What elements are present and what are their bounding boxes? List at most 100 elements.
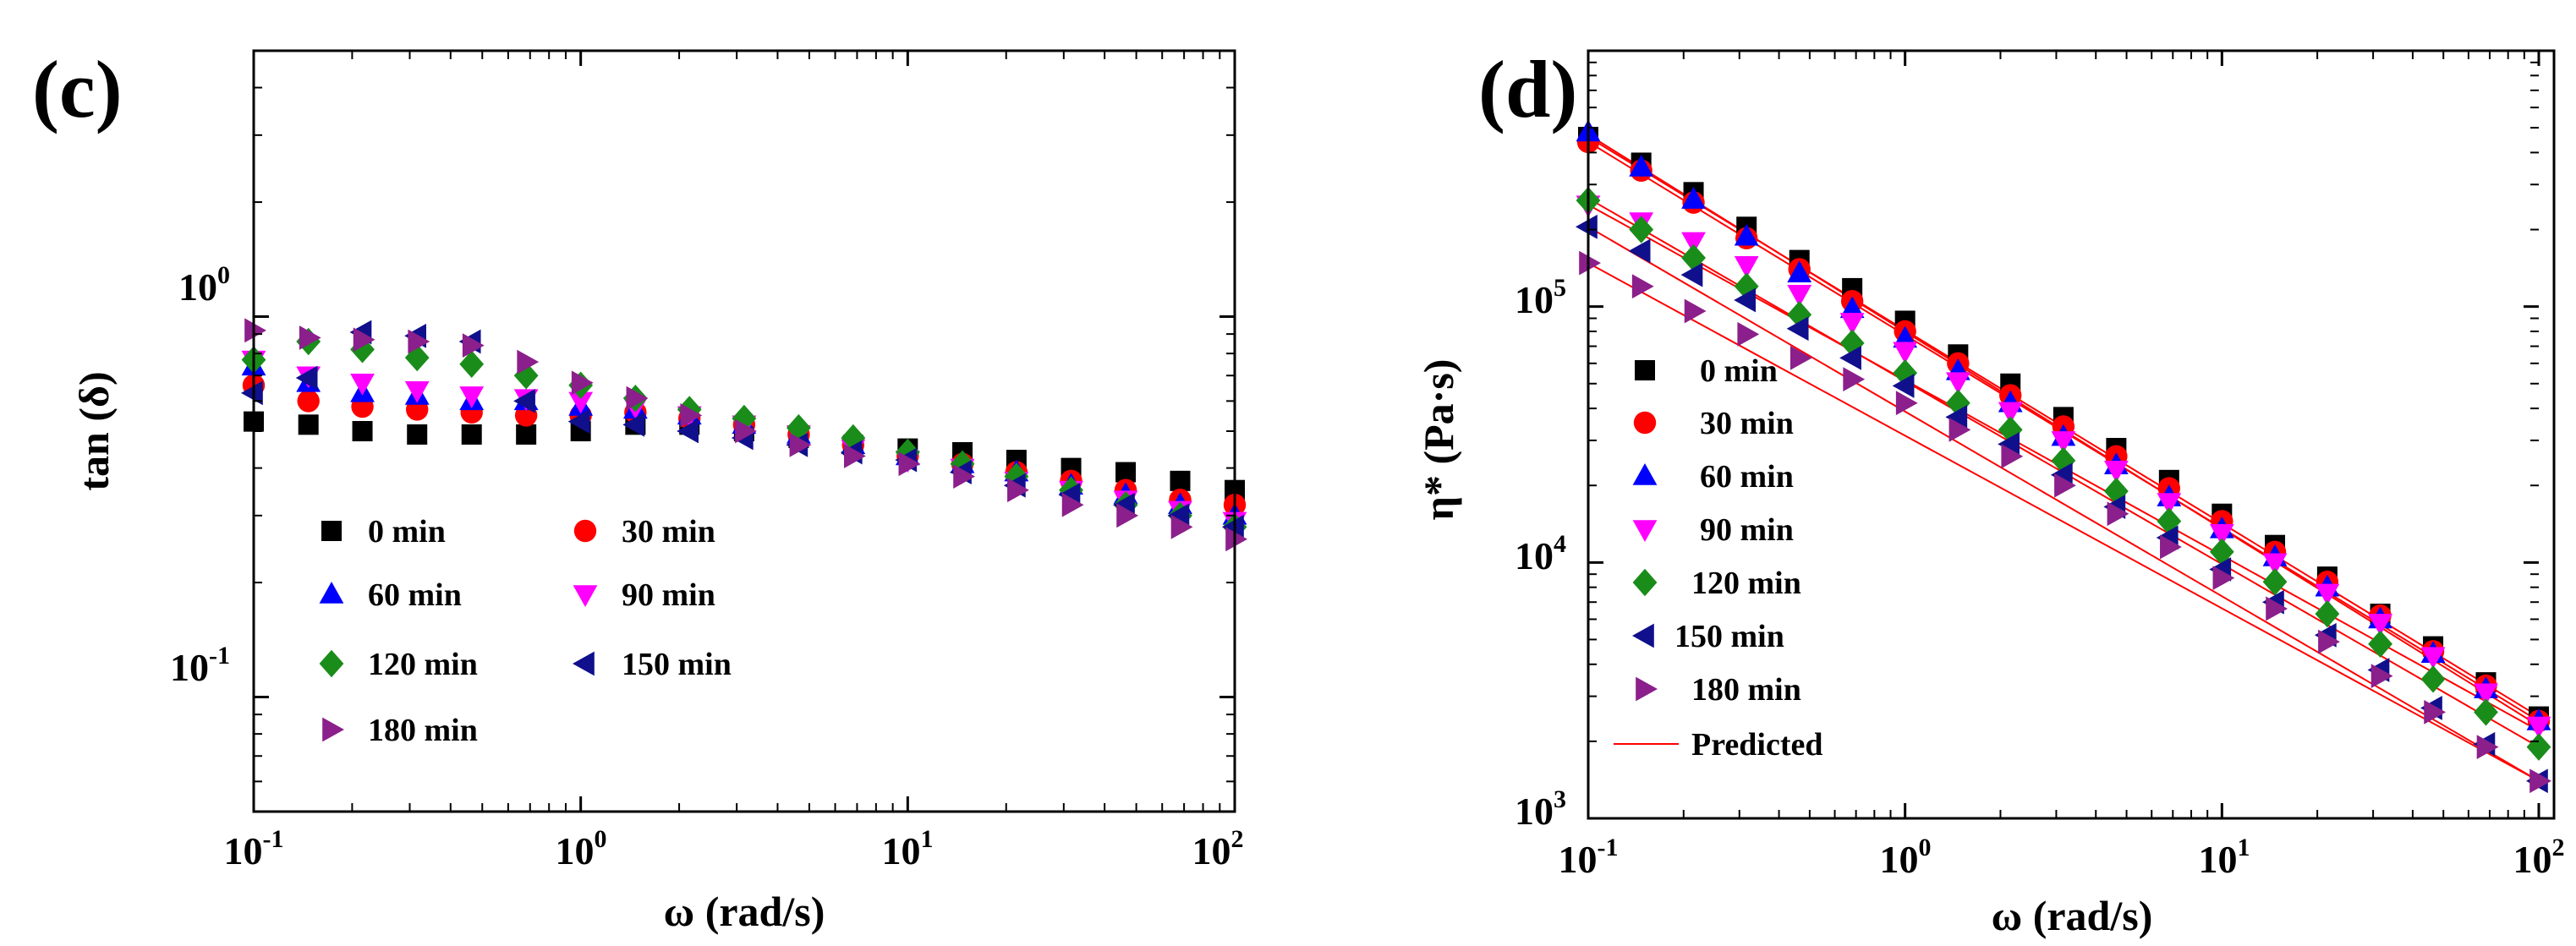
panel-d-xtick-label: 101 <box>2199 834 2250 881</box>
panel-d-data-point <box>1839 345 1861 370</box>
panel-d-legend-marker <box>1632 520 1658 542</box>
panel-d-legend-marker <box>1632 623 1654 648</box>
panel-c-data-point <box>241 380 263 406</box>
panel-d-data-point <box>1579 250 1601 276</box>
panel-d-data-point <box>1839 296 1865 319</box>
panel-d-data-point <box>2370 664 2393 689</box>
panel-c-data-point <box>1170 470 1191 491</box>
panel-d-legend-entry: 60 min <box>1632 459 1794 495</box>
panel-c-legend-marker <box>322 717 344 742</box>
panel-d-data-point <box>2001 444 2024 469</box>
panel-d-data-point <box>2424 700 2447 725</box>
panel-d-data-point <box>1734 272 1759 300</box>
panel-d-data-point <box>1628 238 1651 264</box>
panel-c-data-point <box>352 421 373 441</box>
panel-c-data-point <box>299 325 321 350</box>
panel-d-legend-label: 30 min <box>1700 406 1794 441</box>
panel-d-data-point <box>2209 538 2234 566</box>
panel-c-data-point <box>353 327 375 353</box>
panel-c-legend-label: 60 min <box>368 577 462 613</box>
panel-c-legend-marker <box>321 521 342 541</box>
panel-c-legend-entry: 180 min <box>322 713 478 748</box>
panel-d-legend-label: 90 min <box>1700 512 1794 548</box>
panel-c-y-axis-title: tan (δ) <box>70 371 118 490</box>
panel-c-xtick-label: 102 <box>1192 825 1244 872</box>
panel-d-legend-label: 0 min <box>1700 353 1778 389</box>
panel-d-data-point <box>1734 223 1759 246</box>
panel-c-legend-entry: 60 min <box>319 577 462 613</box>
panel-d-data-point <box>1787 260 1812 283</box>
panel-d-data-point <box>1680 262 1703 287</box>
panel-d-data-point <box>1843 367 1866 392</box>
panel-c-data-point <box>404 380 430 403</box>
panel-c-data-point <box>459 350 485 378</box>
panel-d-legend-marker <box>1636 676 1658 702</box>
panel-c-data-point <box>677 418 699 444</box>
panel-c-data-point <box>298 414 319 435</box>
panel-c-legend-label: 120 min <box>368 647 478 682</box>
panel-d-data-point <box>2262 553 2288 576</box>
panel-d-data-point <box>2209 524 2234 546</box>
panel-d-data-point <box>1681 243 1706 272</box>
panel-c-legend-marker-shape <box>322 717 344 742</box>
panel-d-legend-label: 180 min <box>1691 672 1801 708</box>
panel-d-data-point <box>1892 374 1915 398</box>
panel-d-ytick-label: 105 <box>1515 274 1566 321</box>
panel-c-data-point <box>568 391 594 414</box>
panel-d-legend-marker <box>1632 463 1658 485</box>
panel-c-legend-entry: 120 min <box>319 647 478 682</box>
panel-c-label: (c) <box>32 44 123 134</box>
panel-c-data-point <box>1222 514 1244 539</box>
panel-d-data-point <box>1684 298 1707 324</box>
panel-d-data-point <box>1945 404 1968 429</box>
panel-c-data-point <box>898 451 921 477</box>
panel-d-data-point <box>2051 446 2076 475</box>
panel-c-xtick-label: 101 <box>882 825 934 872</box>
panel-d-x-axis-title: ω (rad/s) <box>1992 892 2153 939</box>
panel-d-data-point <box>2420 647 2446 670</box>
panel-d-y-axis-title: η* (Pa·s) <box>1415 359 1462 521</box>
panel-c-legend-label: 90 min <box>622 577 715 613</box>
panel-c-data-point <box>680 402 703 428</box>
panel-d-data-point <box>2420 665 2446 693</box>
panel-c-legend-label: 180 min <box>368 713 478 748</box>
panel-c-data-point <box>513 388 535 413</box>
panel-c-legend-marker-shape <box>573 651 595 676</box>
panel-d-data-point <box>2526 716 2551 739</box>
panel-d-data-point <box>2476 735 2499 760</box>
panel-d-ticks <box>1587 49 2540 820</box>
panel-c-data-point <box>735 418 757 444</box>
panel-c-ticks <box>252 50 1236 812</box>
panel-d-data-point <box>2266 596 2288 621</box>
panel-c-legend-marker <box>319 649 344 678</box>
panel-d-data-point <box>1998 416 2023 444</box>
panel-d-predicted-line <box>1587 226 2540 782</box>
panel-c-legend: 0 min 30 min 60 min 90 min 120 min 150 m… <box>319 514 732 748</box>
panel-c-data-point <box>626 386 649 411</box>
panel-d-data-point <box>2103 461 2129 483</box>
panel-c-data-point <box>571 370 594 396</box>
panel-d-data-point <box>2526 733 2551 761</box>
panel-c-data-point <box>1225 527 1247 552</box>
panel-d-legend-marker <box>1635 360 1655 380</box>
panel-c-data-point <box>404 343 430 372</box>
panel-d-data-point <box>1576 214 1598 239</box>
panel-c-data-point <box>517 349 540 375</box>
panel-c-legend-label: 150 min <box>622 647 732 682</box>
panel-c-data-point <box>516 424 537 445</box>
panel-d-legend-entry-predicted: Predicted <box>1614 727 1822 763</box>
panel-c-data-point <box>844 444 866 468</box>
panel-d-legend-marker-shape <box>1633 411 1657 435</box>
panel-d-data-point <box>1629 216 1654 243</box>
panel-d-legend-label: 120 min <box>1691 566 1801 601</box>
panel-d-data-point <box>1839 313 1865 335</box>
panel-d-predicted-line <box>1587 262 2540 782</box>
panel-d-legend-label: 60 min <box>1700 459 1794 495</box>
panel-d-data-point <box>2157 507 2182 535</box>
panel-d-legend-marker-shape <box>1636 676 1658 702</box>
panel-c-legend-entry: 30 min <box>573 514 715 550</box>
panel-c-data-point <box>1116 503 1139 528</box>
panel-c-x-axis-title: ω (rad/s) <box>664 888 825 935</box>
panel-d-legend-entry: 30 min <box>1633 406 1794 441</box>
